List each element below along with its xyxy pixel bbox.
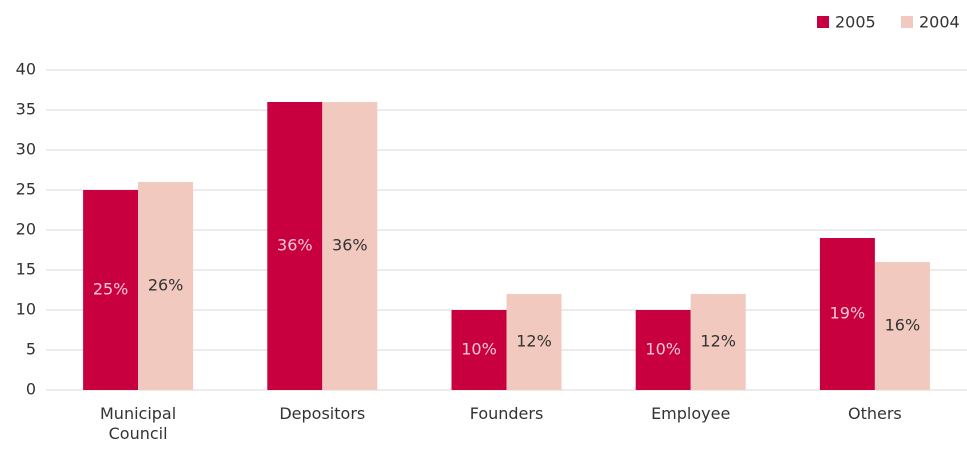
bar: [690, 294, 746, 390]
data-label: 26%: [148, 276, 184, 295]
data-label: 25%: [93, 280, 129, 299]
y-tick-label: 40: [16, 60, 36, 79]
data-label: 36%: [332, 236, 368, 255]
legend-label: 2004: [919, 13, 960, 32]
y-tick-label: 15: [16, 260, 36, 279]
y-tick-label: 20: [16, 220, 36, 239]
bar: [635, 310, 691, 390]
y-tick-label: 10: [16, 300, 36, 319]
data-label: 16%: [885, 316, 921, 335]
bar: [451, 310, 507, 390]
data-label: 10%: [461, 340, 497, 359]
bar: [138, 182, 194, 390]
data-label: 12%: [700, 332, 736, 351]
x-tick-label: Founders: [469, 404, 544, 423]
y-tick-label: 0: [26, 380, 36, 399]
y-tick-label: 30: [16, 140, 36, 159]
data-label: 12%: [516, 332, 552, 351]
bar: [819, 238, 875, 390]
x-tick-label: Employee: [651, 404, 731, 423]
y-tick-label: 35: [16, 100, 36, 119]
data-label: 36%: [277, 236, 313, 255]
y-tick-label: 25: [16, 180, 36, 199]
bar: [322, 102, 378, 390]
legend-swatch: [901, 16, 913, 28]
legend-label: 2005: [835, 13, 876, 32]
x-tick-label: Municipal Council: [100, 404, 177, 443]
data-label: 10%: [645, 340, 681, 359]
x-tick-label: Others: [848, 404, 902, 423]
data-label: 19%: [830, 304, 866, 323]
bar: [83, 190, 139, 390]
x-tick-label: Depositors: [279, 404, 366, 423]
bar: [874, 262, 930, 390]
y-tick-label: 5: [26, 340, 36, 359]
bar: [267, 102, 323, 390]
bar: [506, 294, 562, 390]
legend-swatch: [817, 16, 829, 28]
